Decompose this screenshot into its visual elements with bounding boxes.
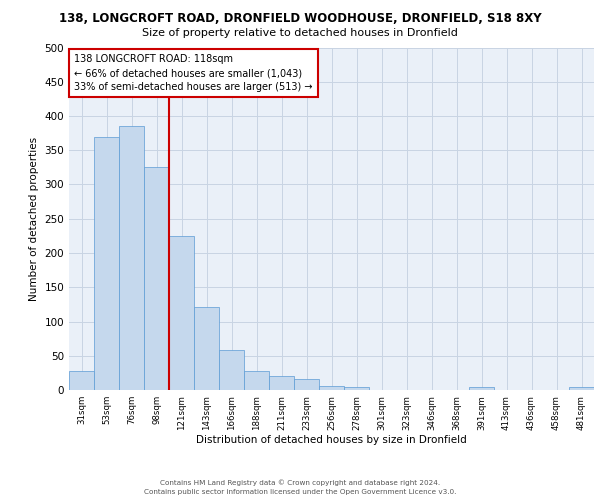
Bar <box>69 371 94 390</box>
Text: Contains public sector information licensed under the Open Government Licence v3: Contains public sector information licen… <box>144 489 456 495</box>
Text: Size of property relative to detached houses in Dronfield: Size of property relative to detached ho… <box>142 28 458 38</box>
Text: 138, LONGCROFT ROAD, DRONFIELD WOODHOUSE, DRONFIELD, S18 8XY: 138, LONGCROFT ROAD, DRONFIELD WOODHOUSE… <box>59 12 541 26</box>
Bar <box>219 350 244 390</box>
Bar <box>244 371 269 390</box>
Bar <box>119 126 144 390</box>
Bar <box>344 388 369 390</box>
Bar <box>319 386 344 390</box>
Text: 138 LONGCROFT ROAD: 118sqm
← 66% of detached houses are smaller (1,043)
33% of s: 138 LONGCROFT ROAD: 118sqm ← 66% of deta… <box>74 54 313 92</box>
Y-axis label: Number of detached properties: Number of detached properties <box>29 136 39 301</box>
Bar <box>294 379 319 390</box>
Text: Contains HM Land Registry data © Crown copyright and database right 2024.: Contains HM Land Registry data © Crown c… <box>160 480 440 486</box>
Bar <box>569 388 594 390</box>
Bar <box>469 388 494 390</box>
Bar <box>269 376 294 390</box>
Bar <box>194 307 219 390</box>
Bar <box>144 168 169 390</box>
Bar <box>169 236 194 390</box>
X-axis label: Distribution of detached houses by size in Dronfield: Distribution of detached houses by size … <box>196 436 467 446</box>
Bar <box>94 136 119 390</box>
